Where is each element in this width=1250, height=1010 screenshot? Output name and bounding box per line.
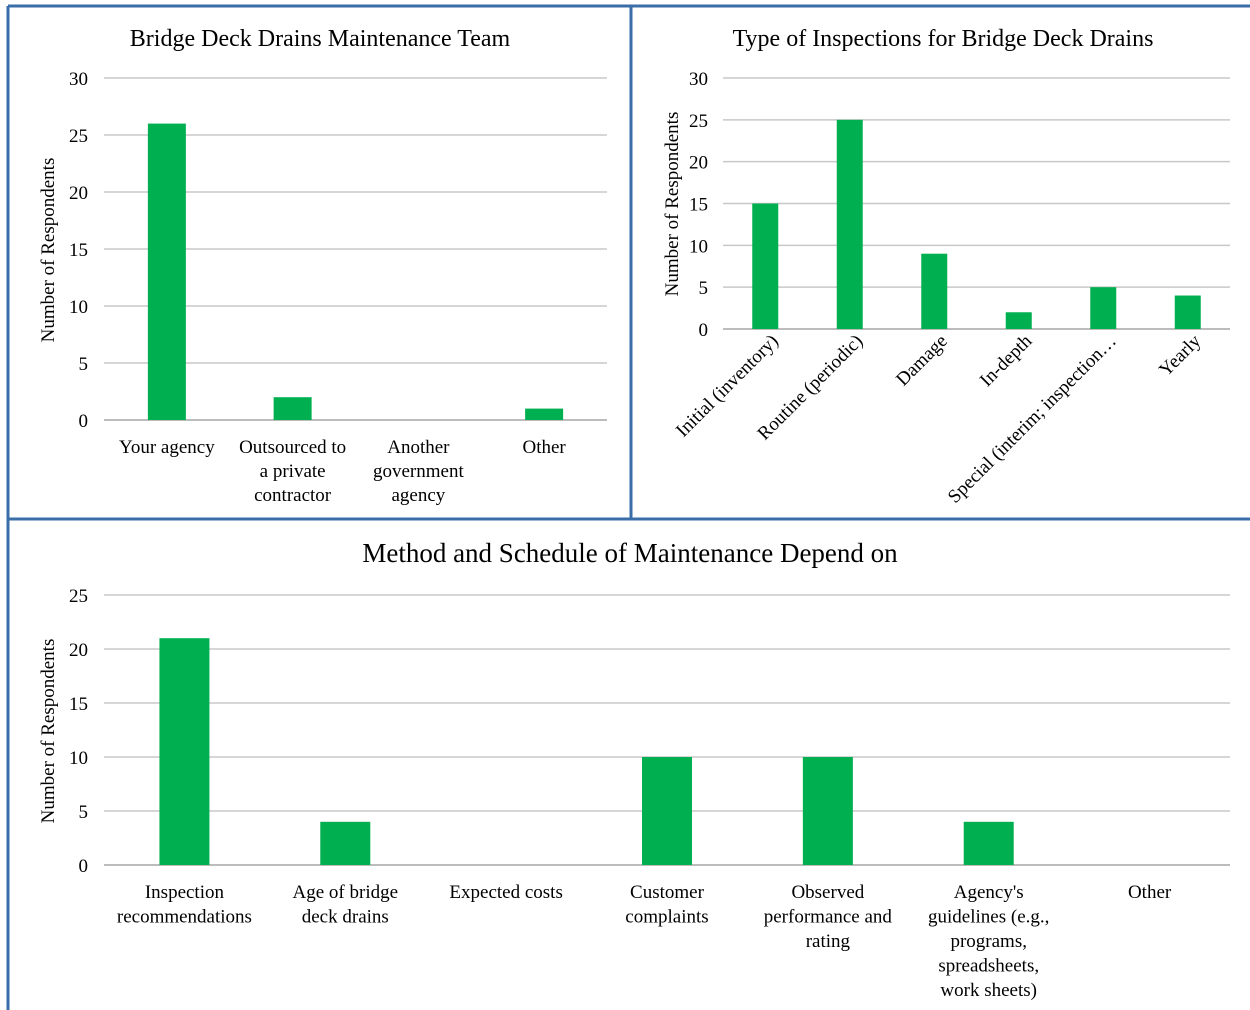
x-tick-label: Expected costs xyxy=(449,882,562,903)
bar xyxy=(963,821,1014,865)
x-tick-label: Other xyxy=(522,437,566,458)
y-tick-label: 15 xyxy=(69,694,88,715)
bar xyxy=(147,123,186,420)
y-tick-label: 0 xyxy=(699,320,709,341)
chart-title: Method and Schedule of Maintenance Depen… xyxy=(362,538,898,568)
x-tick-label: Observed performance and rating xyxy=(764,882,893,952)
y-tick-label: 30 xyxy=(689,69,708,90)
y-tick-label: 25 xyxy=(69,586,88,607)
bar xyxy=(320,821,371,865)
y-tick-label: 15 xyxy=(689,195,708,216)
y-tick-label: 30 xyxy=(69,69,88,90)
y-axis-label: Number of Respondents xyxy=(38,639,59,824)
bar xyxy=(525,408,564,420)
bar xyxy=(802,757,853,865)
chart-inspection-types: Type of Inspections for Bridge Deck Drai… xyxy=(662,26,1230,507)
bar xyxy=(273,397,312,420)
y-tick-label: 10 xyxy=(69,748,88,769)
x-tick-label: Other xyxy=(1128,882,1172,903)
bar xyxy=(642,757,692,865)
x-tick-label: Another government agency xyxy=(373,437,464,506)
bar xyxy=(1090,287,1117,329)
x-tick-label: Inspection recommendations xyxy=(117,882,252,928)
bar xyxy=(836,119,863,329)
chart-title: Type of Inspections for Bridge Deck Drai… xyxy=(733,26,1154,52)
y-tick-label: 5 xyxy=(79,354,89,375)
bar xyxy=(159,638,210,865)
x-tick-label: Special (interim; inspection… xyxy=(944,331,1121,508)
y-tick-label: 10 xyxy=(69,297,88,318)
y-tick-label: 15 xyxy=(69,240,88,261)
x-tick-label: Age of bridge deck drains xyxy=(293,882,399,928)
y-axis-label: Number of Respondents xyxy=(38,158,59,343)
x-tick-label: Damage xyxy=(892,331,952,391)
y-tick-label: 5 xyxy=(699,278,709,299)
y-axis-label: Number of Respondents xyxy=(662,112,683,297)
bar xyxy=(752,203,779,329)
y-tick-label: 25 xyxy=(69,126,88,147)
chart-maintenance-team: Bridge Deck Drains Maintenance Team Numb… xyxy=(38,26,607,506)
y-tick-label: 25 xyxy=(689,111,708,132)
x-tick-label: Yearly xyxy=(1155,330,1205,380)
x-tick-label: Customer complaints xyxy=(625,882,708,928)
bar xyxy=(1174,295,1201,329)
y-tick-label: 20 xyxy=(69,640,88,661)
x-tick-label: In-depth xyxy=(976,330,1037,391)
chart-title: Bridge Deck Drains Maintenance Team xyxy=(130,26,511,52)
x-tick-label: Your agency xyxy=(119,437,215,458)
y-tick-label: 20 xyxy=(69,183,88,204)
y-tick-label: 20 xyxy=(689,153,708,174)
y-tick-label: 0 xyxy=(79,411,89,432)
y-tick-label: 0 xyxy=(79,856,89,877)
chart-maintenance-method: Method and Schedule of Maintenance Depen… xyxy=(38,538,1230,1001)
x-tick-label: Outsourced to a private contractor xyxy=(239,437,346,506)
x-tick-label: Agency's guidelines (e.g., programs, spread… xyxy=(928,882,1049,1001)
bar xyxy=(921,253,948,329)
y-tick-label: 10 xyxy=(689,236,708,257)
bar xyxy=(1005,312,1032,329)
y-tick-label: 5 xyxy=(79,802,89,823)
